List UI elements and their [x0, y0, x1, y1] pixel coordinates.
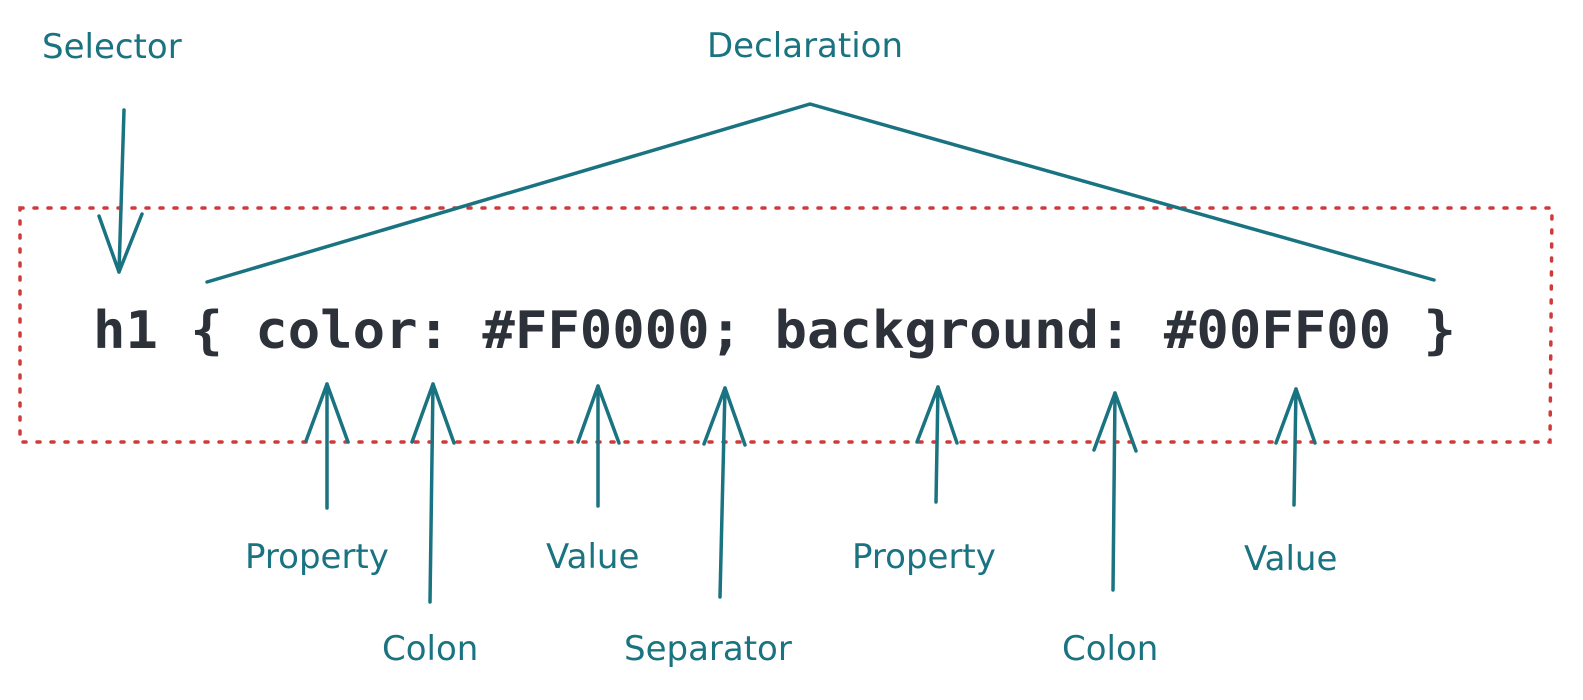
arrow-colon-2-icon [1092, 391, 1138, 592]
label-property-2: Property [852, 537, 996, 577]
label-separator: Separator [624, 629, 792, 669]
arrow-separator-icon [702, 386, 747, 599]
label-colon-1: Colon [382, 629, 478, 669]
label-value-1: Value [546, 537, 639, 577]
code-close-brace: } [1424, 301, 1456, 361]
arrow-value-2-icon [1274, 387, 1317, 507]
code-colon-1: : [418, 301, 450, 361]
code-value-2: #00FF00 [1164, 301, 1391, 361]
label-value-2: Value [1244, 539, 1337, 579]
arrow-selector-icon [97, 108, 144, 274]
arrow-property-2-icon [915, 385, 959, 504]
code-selector: h1 [93, 301, 158, 361]
label-selector: Selector [42, 27, 182, 67]
arrow-property-1-icon [304, 382, 350, 510]
code-colon-2: : [1099, 301, 1131, 361]
code-property-1: color [255, 301, 417, 361]
label-declaration: Declaration [707, 26, 903, 66]
arrow-value-1-icon [576, 384, 621, 508]
label-property-1: Property [245, 537, 389, 577]
code-separator: ; [710, 301, 742, 361]
code-open-brace: { [190, 301, 222, 361]
code-value-1: #FF0000 [482, 301, 709, 361]
declaration-bracket [205, 102, 1436, 284]
label-colon-2: Colon [1062, 629, 1158, 669]
arrow-colon-1-icon [410, 382, 456, 604]
css-code-line: h1 { color: #FF0000; background: #00FF00… [93, 301, 1456, 361]
code-property-2: background [775, 301, 1100, 361]
code-box [18, 206, 1554, 444]
